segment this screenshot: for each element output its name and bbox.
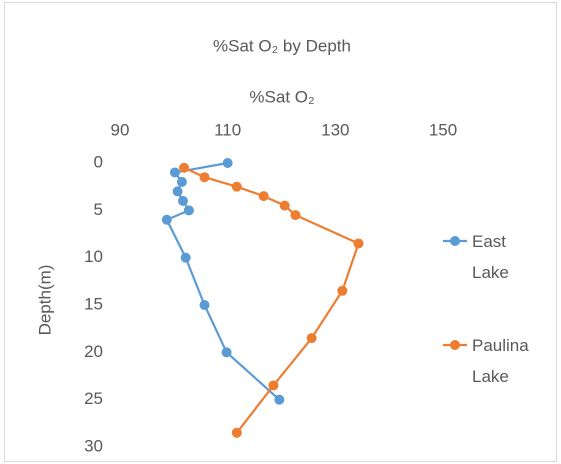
- data-point: [169, 167, 180, 178]
- x-tick-label: 110: [214, 120, 241, 139]
- data-point: [172, 186, 183, 197]
- chart-border: [4, 2, 557, 462]
- y-tick-label: 15: [84, 294, 103, 313]
- chart-title: %Sat O₂ by Depth: [213, 36, 351, 55]
- x-tick-label: 130: [321, 120, 349, 139]
- legend-marker: [450, 236, 460, 246]
- x-axis-title: %Sat O₂: [249, 87, 314, 106]
- legend-label: Paulina Lake: [472, 336, 529, 386]
- data-point: [279, 200, 290, 211]
- legend-marker: [450, 340, 460, 350]
- y-tick-label: 5: [94, 200, 103, 219]
- y-tick-label: 30: [84, 436, 103, 455]
- data-point: [306, 333, 317, 344]
- data-point: [199, 172, 210, 183]
- y-tick-label: 25: [84, 389, 103, 408]
- data-point: [290, 210, 301, 221]
- data-point: [268, 380, 279, 391]
- y-tick-label: 20: [84, 342, 103, 361]
- y-axis-title: Depth(m): [35, 265, 54, 336]
- data-point: [221, 347, 232, 358]
- data-point: [353, 238, 364, 249]
- data-point: [231, 181, 242, 192]
- data-point: [161, 214, 172, 225]
- data-point: [258, 191, 269, 202]
- x-tick-label: 90: [111, 120, 130, 139]
- data-point: [222, 158, 233, 168]
- y-tick-label: 10: [84, 247, 103, 266]
- data-point: [337, 285, 348, 296]
- data-point: [199, 300, 210, 310]
- data-point: [183, 205, 194, 216]
- x-tick-label: 150: [429, 120, 457, 139]
- legend-label: East Lake: [472, 232, 509, 282]
- data-point: [177, 195, 188, 206]
- data-point: [180, 252, 191, 263]
- data-point: [179, 162, 190, 173]
- y-tick-label: 0: [94, 152, 103, 171]
- data-point: [231, 427, 242, 438]
- data-point: [274, 394, 285, 405]
- data-point: [176, 176, 187, 187]
